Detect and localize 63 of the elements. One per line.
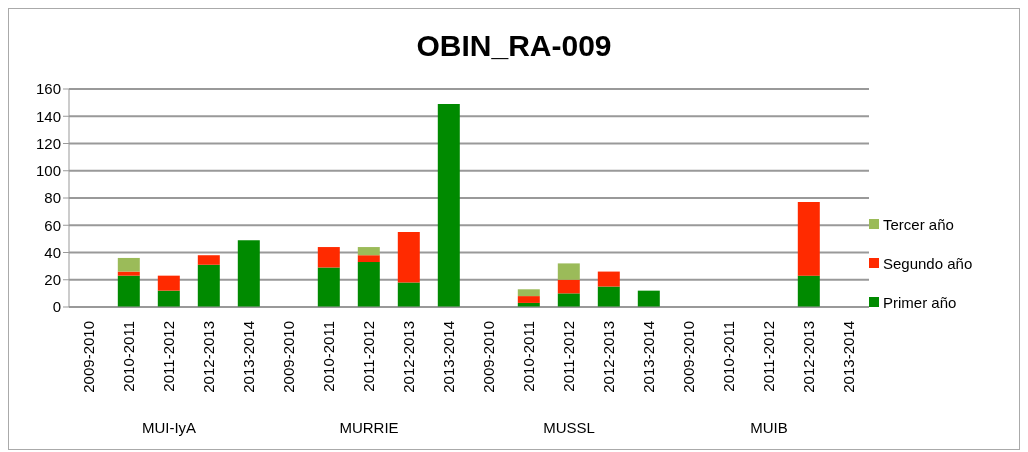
x-tick-label: 2010-2011 xyxy=(320,321,337,392)
x-tick-label: 2012-2013 xyxy=(400,321,417,393)
bar xyxy=(797,202,820,276)
bar xyxy=(197,264,220,307)
bar xyxy=(357,247,380,256)
x-tick-label: 2011-2012 xyxy=(160,321,177,392)
bar xyxy=(117,257,140,272)
bar xyxy=(197,255,220,265)
x-tick-label: 2009-2010 xyxy=(280,321,297,393)
x-tick-label: 2012-2013 xyxy=(800,321,817,393)
legend-label: Segundo año xyxy=(883,254,973,272)
y-tick-label: 0 xyxy=(52,298,61,316)
bar xyxy=(117,271,140,276)
bar xyxy=(317,267,340,307)
x-tick-label: 2013-2014 xyxy=(440,321,457,393)
x-tick-label: 2009-2010 xyxy=(680,321,697,393)
bar xyxy=(637,290,660,307)
x-tick-label: 2010-2011 xyxy=(120,321,137,392)
bar xyxy=(557,263,580,280)
bar xyxy=(237,240,260,307)
chart-title: OBIN_RA-009 xyxy=(415,28,613,64)
bar xyxy=(157,290,180,307)
legend-label: Primer año xyxy=(883,293,957,311)
legend-label: Tercer año xyxy=(883,215,954,233)
y-tick-label: 100 xyxy=(35,162,61,180)
y-tick-label: 20 xyxy=(44,271,61,289)
y-tick-label: 140 xyxy=(35,107,61,125)
y-tick-label: 160 xyxy=(35,80,61,98)
x-tick-label: 2010-2011 xyxy=(720,321,737,392)
x-tick-label: 2013-2014 xyxy=(240,321,257,393)
bar xyxy=(317,247,340,268)
x-tick-label: 2012-2013 xyxy=(600,321,617,393)
x-tick-label: 2013-2014 xyxy=(840,321,857,393)
x-tick-label: 2011-2012 xyxy=(360,321,377,392)
text: MUSSL xyxy=(543,419,595,436)
y-tick-label: 60 xyxy=(44,216,61,234)
text: MUI-IyA xyxy=(141,419,197,436)
y-tick-label: 80 xyxy=(44,189,61,207)
bar xyxy=(357,255,380,263)
x-tick-label: 2011-2012 xyxy=(560,321,577,392)
bar xyxy=(557,293,580,307)
x-tick-label: 2013-2014 xyxy=(640,321,657,393)
text: MUIB xyxy=(750,419,788,436)
bar xyxy=(797,275,820,307)
bar xyxy=(157,275,180,291)
bar xyxy=(597,271,620,287)
x-tick-label: 2009-2010 xyxy=(80,321,97,393)
x-tick-label: 2012-2013 xyxy=(200,321,217,393)
bar xyxy=(557,279,580,294)
text: MURRIE xyxy=(339,419,399,436)
x-tick-label: 2009-2010 xyxy=(480,321,497,393)
bar xyxy=(517,289,540,297)
bar xyxy=(437,103,460,307)
bar xyxy=(397,232,420,283)
bar xyxy=(517,296,540,303)
y-tick-label: 40 xyxy=(44,243,61,261)
bar xyxy=(597,286,620,307)
bar xyxy=(397,282,420,307)
bar xyxy=(117,275,140,307)
x-tick-label: 2010-2011 xyxy=(520,321,537,392)
y-tick-label: 120 xyxy=(35,134,61,152)
bar xyxy=(357,262,380,307)
x-tick-label: 2011-2012 xyxy=(760,321,777,392)
